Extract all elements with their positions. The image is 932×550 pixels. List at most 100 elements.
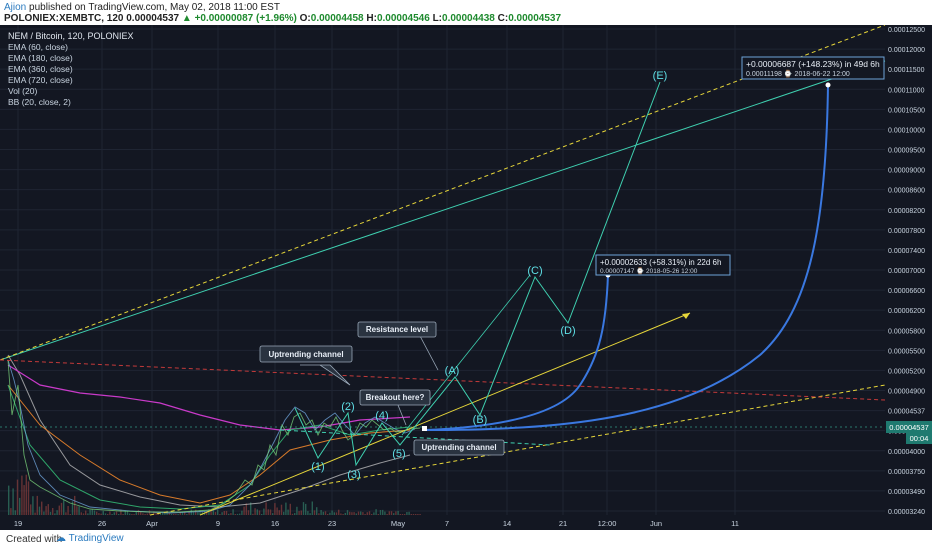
- y-tick-label: 0.00012500: [888, 27, 925, 34]
- measurement-box-short: [595, 254, 731, 276]
- legend-ema-60[interactable]: EMA (60, close): [8, 42, 68, 52]
- legend-ema-360[interactable]: EMA (360, close): [8, 64, 73, 74]
- y-tick-label: 0.00003750: [888, 469, 925, 476]
- volume-bar: [142, 513, 144, 515]
- volume-bar: [124, 510, 126, 515]
- high-value: 0.00004546: [376, 13, 430, 24]
- volume-bar: [96, 511, 98, 515]
- volume-bar: [223, 511, 225, 515]
- volume-bar: [355, 513, 357, 515]
- volume-bar: [23, 485, 25, 515]
- x-tick-label: 19: [14, 519, 22, 528]
- author-link[interactable]: Ajion: [4, 2, 27, 13]
- y-tick-label: 0.00003490: [888, 489, 925, 496]
- volume-bar: [241, 510, 243, 515]
- volume-bar: [85, 510, 87, 515]
- wave-label-3: (3): [347, 469, 360, 481]
- volume-bar: [417, 514, 419, 515]
- price-line: [7, 359, 421, 513]
- volume-bar: [122, 514, 124, 515]
- volume-bar: [397, 510, 399, 515]
- chart-area[interactable]: 0.00012500 0.00012000 0.00011500 0.00011000…: [0, 24, 932, 530]
- volume-bar: [47, 504, 49, 515]
- legend-title[interactable]: NEM / Bitcoin, 120, POLONIEX: [8, 31, 134, 41]
- volume-bar: [87, 513, 89, 515]
- volume-bar: [371, 514, 373, 515]
- volume-bar: [395, 511, 397, 515]
- volume-bar: [133, 514, 135, 515]
- volume-bar: [232, 509, 234, 515]
- legend-ema-720[interactable]: EMA (720, close): [8, 75, 73, 85]
- volume-bar: [56, 510, 58, 515]
- y-tick-label: 0.00008600: [888, 188, 925, 195]
- volume-bar: [179, 512, 181, 515]
- wave-label-1: (1): [311, 461, 324, 473]
- legend-bb[interactable]: BB (20, close, 2): [8, 97, 71, 107]
- volume-bar: [404, 514, 406, 515]
- chart-header: Ajion published on TradingView.com, May …: [0, 0, 932, 25]
- elliott-wave-path: [294, 81, 661, 467]
- volume-bar: [159, 514, 162, 515]
- volume-bar: [245, 503, 247, 515]
- volume-bar: [239, 513, 241, 515]
- y-tick-label: 0.00010000: [888, 127, 925, 134]
- volume-bar: [272, 513, 274, 515]
- volume-bar: [316, 507, 318, 515]
- legend-vol[interactable]: Vol (20): [8, 86, 38, 96]
- volume-bar: [212, 510, 214, 515]
- measurement-short-change: +0.00002633 (+58.31%) in 22d 6h: [600, 258, 721, 267]
- volume-bar: [144, 514, 146, 515]
- created-with-text: Created with: [6, 534, 63, 545]
- tradingview-brand[interactable]: ☁ TradingView: [56, 533, 124, 544]
- volume-bar: [21, 475, 23, 515]
- volume-bar: [93, 510, 96, 515]
- y-tick-label: 0.00003240: [888, 509, 925, 516]
- measurement-box-long: [741, 56, 885, 80]
- volume-bar: [164, 513, 166, 515]
- y-tick-label: 0.00004537: [888, 409, 925, 416]
- volume-bar: [104, 513, 107, 515]
- x-tick-label: 21: [559, 519, 567, 528]
- chart-canvas[interactable]: 0.00012500 0.00012000 0.00011500 0.00011000…: [0, 24, 932, 530]
- publish-line: Ajion published on TradingView.com, May …: [4, 2, 280, 13]
- callout-resistance: [357, 321, 437, 338]
- tradingview-brand-text: TradingView: [68, 533, 124, 544]
- volume-bar: [146, 513, 148, 515]
- legend-ema-180[interactable]: EMA (180, close): [8, 53, 73, 63]
- volume-bar: [276, 507, 278, 515]
- volume-bar: [410, 514, 412, 515]
- volume-bar: [415, 514, 417, 515]
- outer-dashed-line: [0, 24, 886, 361]
- x-tick-label: 11: [731, 519, 739, 528]
- volume-bar: [177, 514, 179, 515]
- volume-bar: [335, 512, 338, 515]
- volume-bar: [263, 508, 265, 515]
- volume-bar: [331, 510, 333, 515]
- volume-bar: [250, 502, 252, 515]
- volume-bar: [225, 510, 228, 515]
- volume-bar: [140, 512, 142, 515]
- volume-bar: [340, 513, 342, 515]
- y-tick-label: 0.00005200: [888, 368, 925, 375]
- wave-label-e: (E): [653, 70, 668, 82]
- volume-bar: [25, 474, 27, 515]
- volume-bar: [186, 514, 188, 515]
- volume-bar: [126, 511, 129, 515]
- volume-bar: [261, 514, 263, 515]
- volume-bar: [80, 512, 82, 515]
- volume-bar: [100, 513, 102, 515]
- volume-bar: [393, 513, 395, 515]
- y-tick-label: 0.00006600: [888, 288, 925, 295]
- volume-bar: [118, 514, 120, 515]
- volume-bar: [199, 510, 201, 515]
- ema-180-line: [7, 384, 411, 504]
- volume-bar: [366, 512, 368, 515]
- y-tick-label: 0.00007400: [888, 248, 925, 255]
- volume-bar: [219, 514, 221, 515]
- volume-bar: [221, 512, 223, 515]
- x-tick-label: 23: [328, 519, 336, 528]
- callout-uptrending-bottom-text: Uptrending channel: [421, 443, 496, 452]
- volume-bar: [228, 513, 230, 515]
- volume-bar: [12, 488, 14, 515]
- time-left-tag: [906, 433, 932, 444]
